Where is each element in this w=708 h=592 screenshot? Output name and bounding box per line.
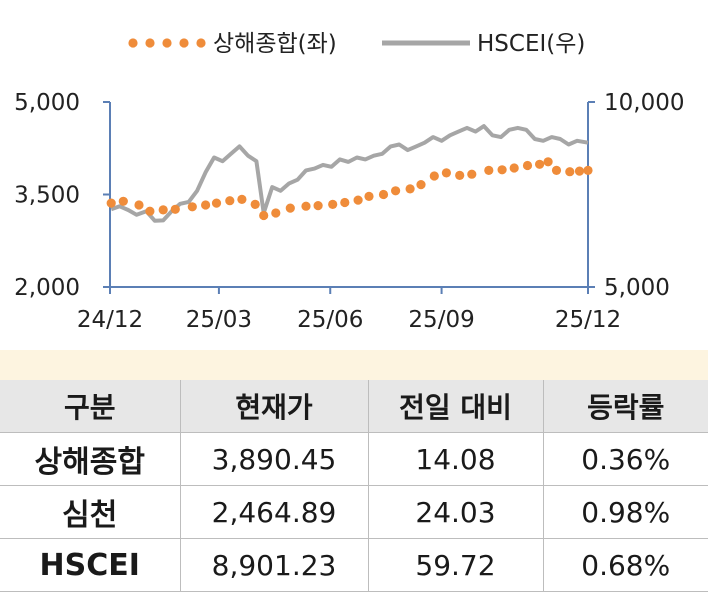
data-point-shanghai (250, 199, 260, 209)
data-point-shanghai (497, 165, 507, 175)
right-tick-label: 10,000 (604, 90, 684, 116)
data-point-shanghai (455, 170, 465, 180)
data-point-shanghai (237, 194, 247, 204)
data-point-shanghai (509, 163, 519, 173)
table-row: 상해종합 3,890.45 14.08 0.36% (0, 432, 708, 486)
divider-band (0, 350, 708, 380)
data-point-shanghai (134, 200, 144, 210)
chart-plot (106, 124, 593, 223)
chart-legend: 상해종합(좌) HSCEI(우) (128, 31, 585, 57)
table-row: HSCEI 8,901.23 59.72 0.68% (0, 538, 708, 592)
row-rate: 0.98% (542, 485, 708, 539)
data-point-shanghai (441, 168, 451, 178)
data-point-shanghai (328, 199, 338, 209)
index-chart: 상해종합(좌) HSCEI(우) 2,000 3,500 5,000 5,000 10,0… (14, 31, 684, 333)
legend-label-shanghai: 상해종합(좌) (213, 31, 337, 57)
data-point-shanghai (467, 169, 477, 179)
legend-marker-dot (145, 38, 155, 48)
data-point-shanghai (405, 184, 415, 194)
data-point-shanghai (391, 186, 401, 196)
data-point-shanghai (364, 191, 374, 201)
row-change: 24.03 (367, 485, 543, 539)
data-point-shanghai (259, 210, 269, 221)
legend-marker-dot (128, 38, 138, 48)
row-price: 3,890.45 (179, 432, 368, 486)
data-point-shanghai (170, 204, 180, 214)
row-name: HSCEI (0, 538, 180, 592)
x-tick-label: 25/03 (186, 307, 252, 333)
row-rate: 0.68% (542, 538, 708, 592)
data-point-shanghai (313, 201, 323, 211)
left-tick-label: 5,000 (14, 90, 80, 116)
data-point-shanghai (565, 167, 575, 177)
row-name: 상해종합 (0, 432, 180, 486)
series-line-hscei (110, 124, 589, 223)
data-point-shanghai (522, 160, 533, 171)
row-change: 59.72 (367, 538, 543, 592)
header-category: 구분 (0, 380, 180, 433)
x-tick-label: 25/12 (555, 307, 621, 333)
row-price: 2,464.89 (179, 485, 368, 539)
data-point-shanghai (551, 165, 562, 175)
data-point-shanghai (118, 196, 128, 206)
data-point-shanghai (145, 206, 155, 216)
row-name: 심천 (0, 485, 180, 539)
left-tick-label: 3,500 (14, 183, 80, 209)
data-point-shanghai (543, 157, 553, 167)
legend-marker-dot (179, 38, 189, 48)
data-point-shanghai (574, 166, 585, 176)
table-row: 심천 2,464.89 24.03 0.98% (0, 485, 708, 539)
data-point-shanghai (301, 201, 311, 211)
right-tick-label: 5,000 (604, 275, 670, 301)
x-tick-label: 25/06 (297, 307, 363, 333)
data-point-shanghai (211, 198, 222, 208)
legend-label-hscei: HSCEI(우) (477, 31, 585, 57)
data-point-shanghai (106, 198, 116, 208)
x-tick-label: 25/09 (408, 307, 474, 333)
header-rate: 등락률 (542, 380, 708, 433)
row-price: 8,901.23 (179, 538, 368, 592)
data-point-shanghai (353, 195, 363, 205)
data-point-shanghai (429, 171, 439, 181)
chart-axes: 2,000 3,500 5,000 5,000 10,000 24/12 25/03 25/0… (14, 90, 684, 333)
data-point-shanghai (416, 180, 426, 190)
data-point-shanghai (340, 197, 350, 208)
data-point-shanghai (285, 203, 295, 213)
data-point-shanghai (535, 159, 545, 169)
chart-area: 상해종합(좌) HSCEI(우) 2,000 3,500 5,000 5,000 10,0… (14, 31, 685, 333)
data-point-shanghai (484, 165, 494, 175)
table-header-row: 구분 현재가 전일 대비 등락률 (0, 380, 708, 433)
data-point-shanghai (158, 205, 168, 215)
row-rate: 0.36% (542, 432, 708, 486)
legend-marker-dot (196, 38, 206, 48)
row-change: 14.08 (367, 432, 543, 486)
header-change: 전일 대비 (367, 380, 543, 433)
index-table: 구분 현재가 전일 대비 등락률 상해종합 3,890.45 14.08 0.3… (0, 380, 708, 592)
left-tick-label: 2,000 (14, 275, 80, 301)
x-tick-label: 24/12 (77, 307, 143, 333)
data-point-shanghai (378, 189, 389, 200)
legend-marker-dot (162, 38, 172, 48)
data-point-shanghai (187, 202, 197, 212)
data-point-shanghai (201, 200, 211, 210)
data-point-shanghai (583, 165, 593, 175)
data-point-shanghai (225, 196, 235, 206)
data-point-shanghai (271, 208, 281, 218)
header-price: 현재가 (179, 380, 368, 433)
